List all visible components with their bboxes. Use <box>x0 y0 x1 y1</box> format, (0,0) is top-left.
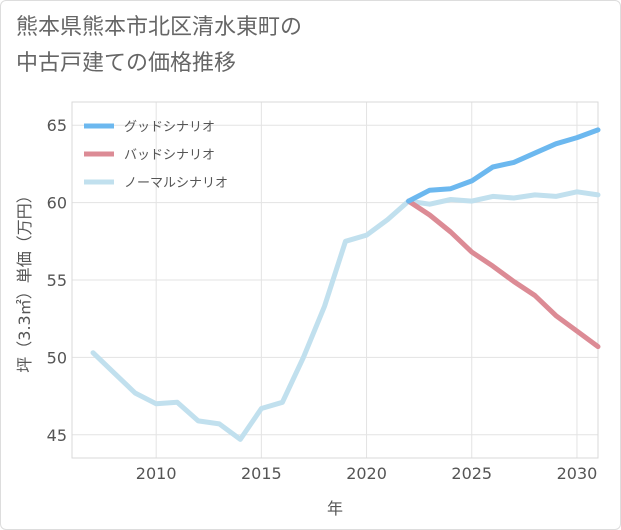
x-axis-ticks: 2010 2015 2020 2025 2030 <box>136 464 598 483</box>
y-tick-label: 55 <box>47 271 67 290</box>
y-tick-label: 50 <box>47 348 67 367</box>
chart-title-line-1: 熊本県熊本市北区清水東町の <box>16 15 303 40</box>
series-line-0 <box>406 127 601 204</box>
x-tick-label: 2020 <box>346 464 387 483</box>
x-axis-label: 年 <box>327 499 343 518</box>
y-tick-label: 60 <box>47 194 67 213</box>
y-tick-label: 45 <box>47 426 67 445</box>
series-line-2 <box>90 189 601 442</box>
chart-title-line-2: 中古戸建ての価格推移 <box>16 51 237 76</box>
x-tick-label: 2015 <box>241 464 282 483</box>
legend-label: ノーマルシナリオ <box>124 176 228 191</box>
y-axis-label: 坪（3.3㎡）単価（万円） <box>15 187 34 372</box>
y-tick-label: 65 <box>47 116 67 135</box>
x-tick-label: 2010 <box>136 464 177 483</box>
plot-area <box>71 101 599 459</box>
legend-label: グッドシナリオ <box>124 120 215 135</box>
series-line-1 <box>406 198 601 350</box>
legend-label: バッドシナリオ <box>124 148 215 163</box>
series-lines <box>90 127 601 442</box>
chart-title: 熊本県熊本市北区清水東町の 中古戸建ての価格推移 <box>16 10 302 82</box>
y-axis-ticks: 45 50 55 60 65 <box>47 116 67 445</box>
x-tick-label: 2025 <box>451 464 492 483</box>
x-tick-label: 2030 <box>557 464 598 483</box>
